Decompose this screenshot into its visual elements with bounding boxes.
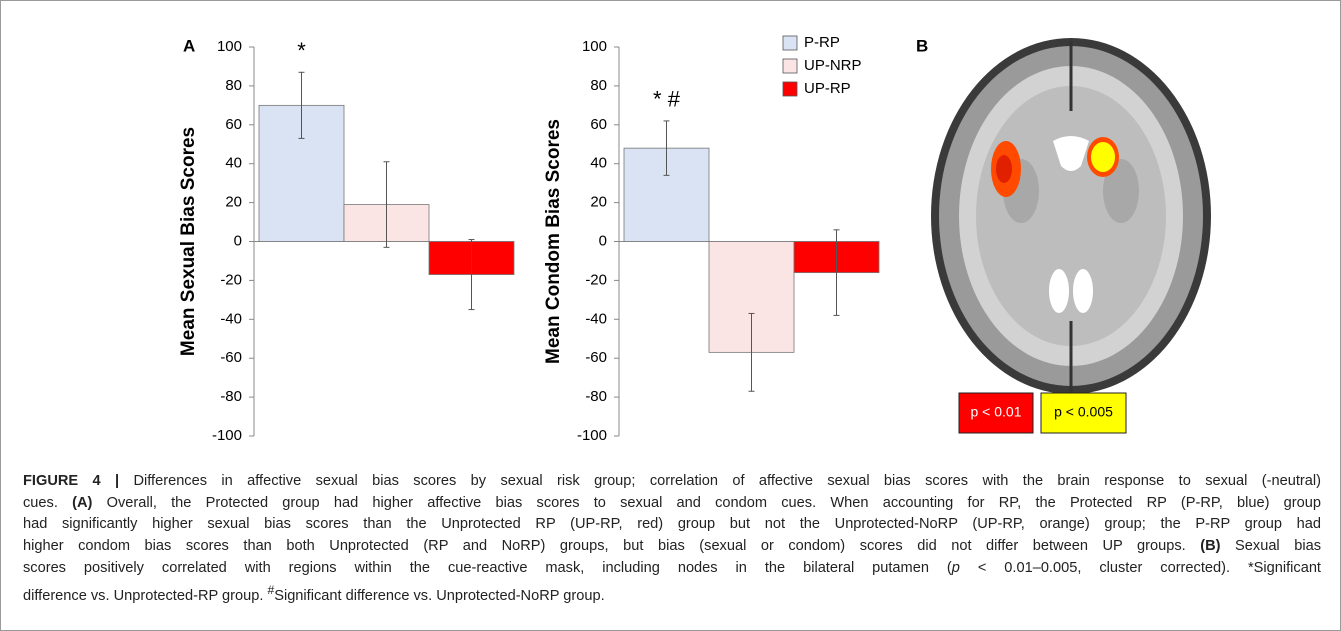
- y-tick-label: 60: [590, 116, 607, 133]
- panel-label: B: [916, 36, 928, 55]
- y-tick-label: -100: [577, 427, 607, 444]
- caption-text: Sexual bias: [1221, 538, 1321, 554]
- y-tick-label: -40: [220, 310, 242, 327]
- y-tick-label: 0: [234, 232, 242, 249]
- y-tick-label: 80: [590, 77, 607, 94]
- caption-line: had significantly higher sexual bias sco…: [23, 514, 1321, 536]
- y-tick-label: -60: [585, 349, 607, 366]
- panel-ref: (A): [72, 495, 92, 511]
- y-tick-label: 60: [225, 116, 242, 133]
- y-tick-label: 100: [217, 38, 242, 55]
- y-tick-label: 80: [225, 77, 242, 94]
- y-tick-label: -20: [220, 271, 242, 288]
- legend-label: UP-NRP: [804, 57, 862, 74]
- y-tick-label: 20: [225, 194, 242, 211]
- y-tick-label: 40: [225, 155, 242, 172]
- panel-ref: (B): [1200, 538, 1220, 554]
- legend-swatch: [783, 36, 797, 50]
- legend-swatch: [783, 59, 797, 73]
- figure-label: FIGURE 4 |: [23, 473, 119, 489]
- caption-text: cues.: [23, 495, 72, 511]
- figure: A B -100 -80 -60 -40 -20 0 20 40 60 80 100 Mean Sex…: [0, 0, 1341, 631]
- legend-swatch: [783, 82, 797, 96]
- caption-line: scores positively correlated with region…: [23, 558, 1321, 580]
- legend-label: P-RP: [804, 34, 840, 51]
- caption-text: difference vs. Unprotected-RP group.: [23, 587, 267, 603]
- caption-text: scores positively correlated with region…: [23, 560, 952, 576]
- y-tick-label: 20: [590, 194, 607, 211]
- caption-text: had significantly higher sexual bias sco…: [23, 516, 1321, 532]
- key-label: p < 0.005: [1054, 404, 1113, 420]
- caption-line: difference vs. Unprotected-RP group. #Si…: [23, 580, 1321, 608]
- y-tick-label: -20: [585, 271, 607, 288]
- y-axis-title: Mean Condom Bias Scores: [543, 119, 564, 364]
- brain-image: [931, 38, 1211, 394]
- y-tick-label: -80: [220, 388, 242, 405]
- y-tick-label: 40: [590, 155, 607, 172]
- y-tick-label: -100: [212, 427, 242, 444]
- legend-label: UP-RP: [804, 80, 851, 97]
- panel-label: A: [183, 36, 195, 55]
- y-tick-label: -80: [585, 388, 607, 405]
- figure-panels: A B -100 -80 -60 -40 -20 0 20 40 60 80 100 Mean Sex…: [1, 1, 1340, 461]
- caption-line: cues. (A) Overall, the Protected group h…: [23, 493, 1321, 515]
- caption-line: higher condom bias scores than both Unpr…: [23, 536, 1321, 558]
- y-tick-label: 0: [599, 232, 607, 249]
- key-label: p < 0.01: [971, 404, 1022, 420]
- y-tick-label: -60: [220, 349, 242, 366]
- caption-text: p: [952, 560, 960, 576]
- caption-text: higher condom bias scores than both Unpr…: [23, 538, 1200, 554]
- caption-text: Overall, the Protected group had higher …: [92, 495, 1321, 511]
- y-axis-title: Mean Sexual Bias Scores: [178, 127, 199, 356]
- caption: FIGURE 4 | Differences in affective sexu…: [23, 471, 1321, 607]
- caption-text: Differences in affective sexual bias sco…: [119, 473, 1321, 489]
- y-tick-label: -40: [585, 310, 607, 327]
- annotation: *: [297, 38, 306, 63]
- annotation: * #: [653, 87, 681, 112]
- y-tick-label: 100: [582, 38, 607, 55]
- caption-line: FIGURE 4 | Differences in affective sexu…: [23, 471, 1321, 493]
- caption-text: < 0.01–0.005, cluster corrected). *Signi…: [960, 560, 1321, 576]
- caption-text: Significant difference vs. Unprotected-N…: [274, 587, 604, 603]
